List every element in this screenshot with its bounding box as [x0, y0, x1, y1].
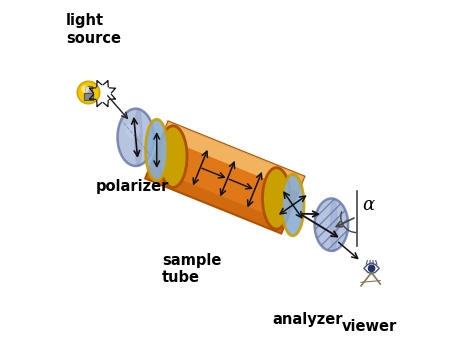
Ellipse shape [330, 198, 337, 251]
Circle shape [81, 85, 89, 93]
FancyBboxPatch shape [85, 86, 92, 94]
Polygon shape [162, 121, 304, 192]
Polygon shape [364, 263, 379, 274]
Text: light
source: light source [66, 13, 121, 46]
Text: polarizer: polarizer [95, 179, 169, 194]
Ellipse shape [126, 122, 140, 138]
Ellipse shape [146, 119, 168, 181]
Polygon shape [145, 121, 304, 234]
Circle shape [77, 81, 100, 104]
Text: viewer: viewer [342, 319, 397, 334]
FancyBboxPatch shape [83, 93, 93, 100]
Ellipse shape [118, 109, 154, 166]
Ellipse shape [159, 126, 187, 187]
Text: α: α [362, 196, 374, 214]
Ellipse shape [282, 174, 304, 236]
Text: analyzer: analyzer [272, 312, 342, 327]
Ellipse shape [135, 109, 142, 166]
Ellipse shape [315, 198, 348, 251]
Polygon shape [145, 167, 286, 234]
Ellipse shape [263, 168, 291, 229]
Circle shape [368, 265, 374, 272]
Text: sample
tube: sample tube [162, 253, 221, 285]
